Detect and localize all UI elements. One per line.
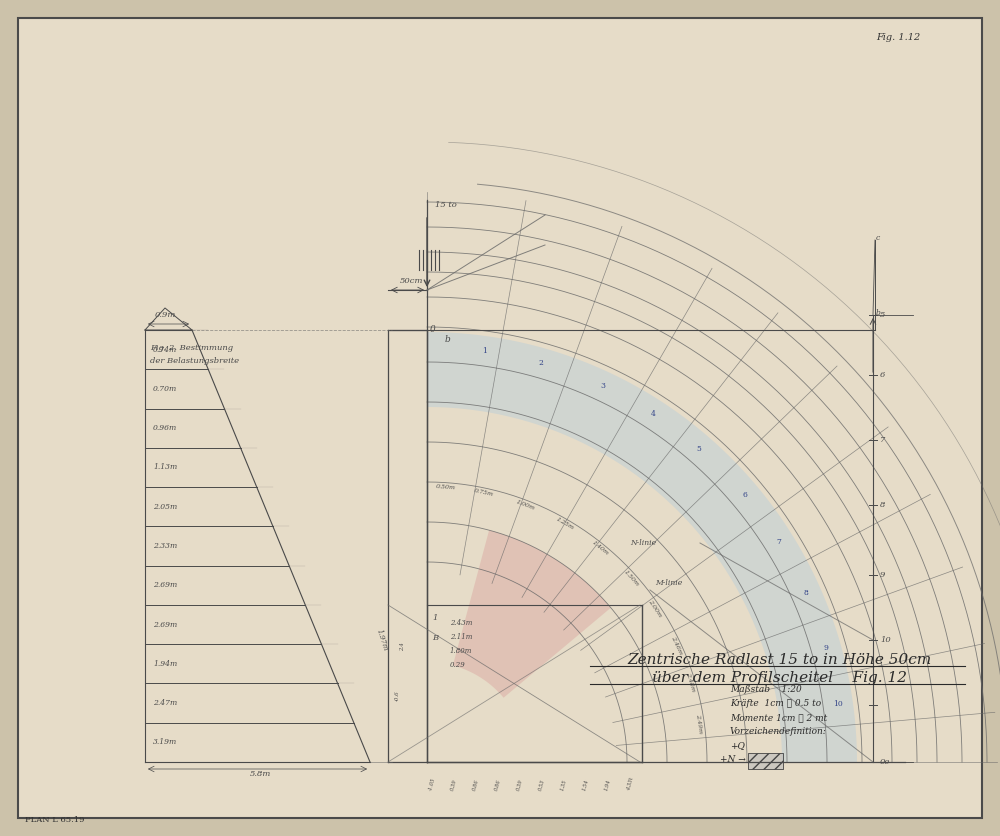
Text: 2.46m: 2.46m: [670, 635, 683, 656]
Bar: [748, 753, 783, 769]
Text: 1.94m: 1.94m: [153, 660, 177, 668]
Text: Zentrische Radlast 15 to in Höhe 50cm: Zentrische Radlast 15 to in Höhe 50cm: [628, 653, 932, 667]
Text: 1.94: 1.94: [604, 778, 612, 791]
Text: Momente 1cm ≅ 2 mt: Momente 1cm ≅ 2 mt: [730, 713, 827, 722]
Text: 1.50m: 1.50m: [623, 569, 640, 587]
Text: 0.75m: 0.75m: [474, 488, 494, 497]
Text: 1.13m: 1.13m: [153, 463, 177, 472]
Text: 2.49m: 2.49m: [695, 714, 703, 734]
Text: 2.4: 2.4: [400, 642, 405, 651]
Text: c: c: [876, 234, 880, 242]
Text: über dem Profilscheitel    Fig. 12: über dem Profilscheitel Fig. 12: [652, 671, 908, 685]
Text: PLAN L 65.19: PLAN L 65.19: [25, 816, 84, 824]
Text: 2.05m: 2.05m: [153, 502, 177, 511]
Text: 2.47m: 2.47m: [153, 699, 177, 707]
Text: 1.40m: 1.40m: [591, 540, 609, 557]
Text: der Belastungsbreite: der Belastungsbreite: [150, 357, 239, 365]
Text: 1.80m: 1.80m: [450, 647, 472, 655]
Text: 2.48m: 2.48m: [685, 671, 695, 692]
Text: 6: 6: [880, 371, 885, 379]
Text: 1.97m: 1.97m: [375, 628, 390, 652]
Text: 2.43m: 2.43m: [450, 619, 472, 627]
Text: 9: 9: [823, 644, 828, 651]
Text: 8: 8: [880, 501, 885, 509]
Text: 1.00m: 1.00m: [515, 499, 536, 511]
Text: 0.39: 0.39: [450, 778, 458, 791]
Text: 1.54: 1.54: [582, 778, 590, 791]
Text: b: b: [876, 309, 881, 317]
Text: 0.96m: 0.96m: [153, 424, 177, 432]
Text: 9: 9: [880, 571, 885, 579]
Text: 2.33m: 2.33m: [153, 542, 177, 550]
Text: Kräfte  1cm ≅ 0.5 to: Kräfte 1cm ≅ 0.5 to: [730, 699, 821, 708]
Text: -0.6: -0.6: [395, 691, 400, 701]
Text: 6: 6: [742, 492, 747, 499]
Text: 0.53: 0.53: [538, 778, 546, 791]
Text: 0.50m: 0.50m: [436, 485, 456, 491]
Text: 2.00m: 2.00m: [647, 599, 663, 618]
Text: 0.86: 0.86: [494, 778, 502, 791]
Text: 5.8m: 5.8m: [250, 770, 271, 778]
Text: 4: 4: [651, 410, 655, 418]
Text: 0.29: 0.29: [450, 661, 466, 669]
Text: 2.69m: 2.69m: [153, 620, 177, 629]
Text: 8: 8: [804, 589, 809, 597]
Text: 5: 5: [880, 311, 885, 319]
Text: Fig. 2. Bestimmung: Fig. 2. Bestimmung: [150, 344, 233, 352]
Text: 1: 1: [432, 614, 437, 622]
Text: 1.25m: 1.25m: [555, 517, 574, 531]
Text: 3.19m: 3.19m: [153, 738, 177, 747]
Text: 0.39: 0.39: [516, 778, 524, 791]
Text: Vorzeichendefinition:: Vorzeichendefinition:: [730, 727, 827, 736]
Text: 0: 0: [430, 325, 436, 334]
Text: 5: 5: [697, 445, 702, 453]
Text: M-linie: M-linie: [655, 579, 682, 587]
Text: 15 to: 15 to: [435, 201, 457, 209]
Polygon shape: [427, 332, 857, 762]
Text: 7: 7: [777, 538, 781, 546]
Text: B: B: [432, 634, 438, 642]
Text: N-linie: N-linie: [630, 539, 656, 547]
Text: 50cm: 50cm: [400, 277, 424, 285]
Text: 0.74m: 0.74m: [153, 345, 177, 354]
Text: +N →: +N →: [720, 755, 746, 764]
Text: 4.33t: 4.33t: [626, 777, 634, 791]
Text: 2.69m: 2.69m: [153, 581, 177, 589]
Bar: [748, 753, 783, 769]
Text: 0.86: 0.86: [472, 778, 480, 791]
Text: 2.11m: 2.11m: [450, 633, 472, 641]
Text: +Q: +Q: [730, 741, 745, 750]
Polygon shape: [453, 530, 611, 698]
FancyBboxPatch shape: [18, 18, 982, 818]
Text: -1.05: -1.05: [428, 777, 436, 791]
Text: 0.9m: 0.9m: [155, 311, 176, 319]
Text: 0.70m: 0.70m: [153, 385, 177, 393]
Text: 3: 3: [600, 382, 605, 390]
Text: 1: 1: [482, 347, 487, 355]
Text: b: b: [445, 335, 451, 344]
Text: Fig. 1.12: Fig. 1.12: [876, 33, 920, 42]
Text: 1.35: 1.35: [560, 778, 568, 791]
Text: 7: 7: [880, 436, 885, 444]
Text: 2: 2: [539, 359, 544, 367]
Text: Maßstab    1:20: Maßstab 1:20: [730, 685, 802, 694]
Text: 10: 10: [880, 636, 891, 644]
Text: 10: 10: [833, 701, 843, 708]
Text: 0e: 0e: [880, 758, 890, 766]
